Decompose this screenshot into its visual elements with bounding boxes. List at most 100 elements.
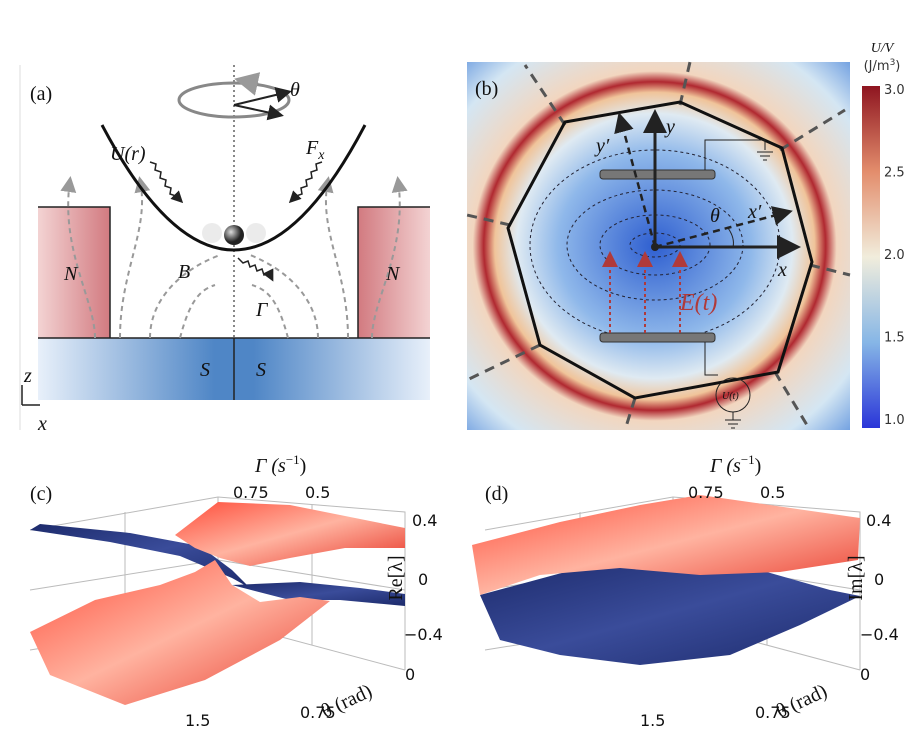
ground <box>757 151 773 161</box>
axis-title: ) <box>755 455 762 477</box>
ghost <box>246 223 266 243</box>
label: z <box>23 365 32 387</box>
label: x <box>777 259 787 281</box>
axis-title: Γ (s <box>254 455 286 477</box>
axis-title: −1 <box>741 452 755 467</box>
surface <box>30 560 330 705</box>
tick-label: 0 <box>860 665 870 684</box>
axes <box>21 385 40 406</box>
label: x′ <box>747 201 762 223</box>
label: U(t) <box>722 391 739 402</box>
axis <box>654 206 793 249</box>
tick-label: 0 <box>405 665 415 684</box>
label: Fx <box>305 137 325 163</box>
normal-right <box>358 207 430 338</box>
panel-b: (b) y y′ x′ θ x E(t) U(t) U/V (J/m3) 3.0… <box>466 41 905 431</box>
label: E(t) <box>679 290 717 316</box>
panel-d: (d) Γ (s−1) 0.75 0.5 0.4 0 −0.4 Im[λ] 0 … <box>472 452 899 730</box>
tick-label: −0.4 <box>860 625 899 644</box>
tick-label: 0.4 <box>866 511 891 530</box>
tick-label: 0.5 <box>760 483 785 502</box>
field-arrows <box>602 251 688 333</box>
label: θ <box>290 79 300 101</box>
ground <box>725 412 741 429</box>
wiggle <box>288 161 323 204</box>
plate <box>599 169 716 180</box>
colorbar-title: U/V <box>871 41 895 56</box>
label: S <box>256 359 266 381</box>
label: Γ <box>255 299 269 321</box>
surface <box>472 495 860 595</box>
boundaries <box>466 61 851 431</box>
colorbar-tick-label: 1.0 <box>884 413 905 428</box>
potential-curve <box>100 124 367 252</box>
axis-title: Re[λ] <box>385 555 407 600</box>
tick-label: 0 <box>874 570 884 589</box>
label: B <box>178 261 190 283</box>
panel-label: (a) <box>30 83 52 105</box>
axis-title: Γ (s <box>709 455 741 477</box>
colorbar <box>862 86 880 428</box>
tick-label: 0 <box>418 570 428 589</box>
axis-title: −1 <box>286 452 300 467</box>
vector <box>233 87 292 106</box>
label: y <box>664 116 675 138</box>
surface <box>232 582 405 606</box>
colorbar-tick-label: 1.5 <box>884 331 905 346</box>
tick-label: 0.75 <box>233 483 269 502</box>
colorbar-unit: (J/m3) <box>864 58 901 74</box>
surface <box>175 502 405 566</box>
ghost <box>202 223 222 243</box>
tick-label: 0.4 <box>412 511 437 530</box>
label: N <box>63 263 79 285</box>
wire <box>704 139 766 170</box>
panel-label: (b) <box>475 78 498 100</box>
label: x <box>37 413 47 435</box>
field-lines <box>60 176 408 339</box>
rotation-arrow <box>234 72 261 96</box>
colorbar-tick-label: 2.0 <box>884 248 905 263</box>
tick-label: 0.75 <box>688 483 724 502</box>
unit: (J/m <box>864 59 890 74</box>
tick-label: 0.5 <box>305 483 330 502</box>
colorbar-tick-label: 3.0 <box>884 83 905 98</box>
axis-title: θ (rad) <box>773 680 831 723</box>
colorbar-tick-label: 2.5 <box>884 166 905 181</box>
origin <box>651 243 659 251</box>
panel-c: (c) Γ (s−1) 0.75 0.5 0.4 0 −0.4 Re[λ] 0 … <box>29 452 443 730</box>
panel-label: (c) <box>30 483 52 505</box>
tick-label: 0.75 <box>755 703 791 722</box>
unit: 3 <box>890 58 896 68</box>
label: S <box>200 359 210 381</box>
tick-label: −0.4 <box>404 625 443 644</box>
axis-title: ) <box>300 455 307 477</box>
axis-title: θ (rad) <box>318 680 376 723</box>
label: F <box>305 137 319 159</box>
panel-a: (a) θ U(r) Fx B Γ N N S S z x <box>19 65 430 435</box>
angle <box>727 227 734 248</box>
axis-title: Γ (s−1) <box>709 452 761 477</box>
axis-title: Im[λ] <box>845 555 867 600</box>
wiggle <box>149 161 184 204</box>
outline <box>38 206 430 339</box>
tick-label: 0.75 <box>300 703 336 722</box>
octagon <box>506 100 814 400</box>
unit: ) <box>895 59 900 74</box>
tick-label: 1.5 <box>185 711 210 730</box>
colorbar-ticks: 3.0 2.5 2.0 1.5 1.0 <box>884 83 905 428</box>
label: N <box>385 263 401 285</box>
surface <box>480 560 860 665</box>
label: y′ <box>594 135 610 157</box>
panel-label: (d) <box>485 483 508 505</box>
plate <box>599 332 716 343</box>
axis-title: Γ (s−1) <box>254 452 306 477</box>
particle <box>224 225 244 245</box>
wiggle <box>237 257 274 282</box>
label: θ <box>710 205 720 227</box>
vector <box>233 104 284 121</box>
axis <box>614 112 657 248</box>
tick-label: 1.5 <box>640 711 665 730</box>
surface <box>30 524 250 588</box>
wire <box>704 342 718 376</box>
